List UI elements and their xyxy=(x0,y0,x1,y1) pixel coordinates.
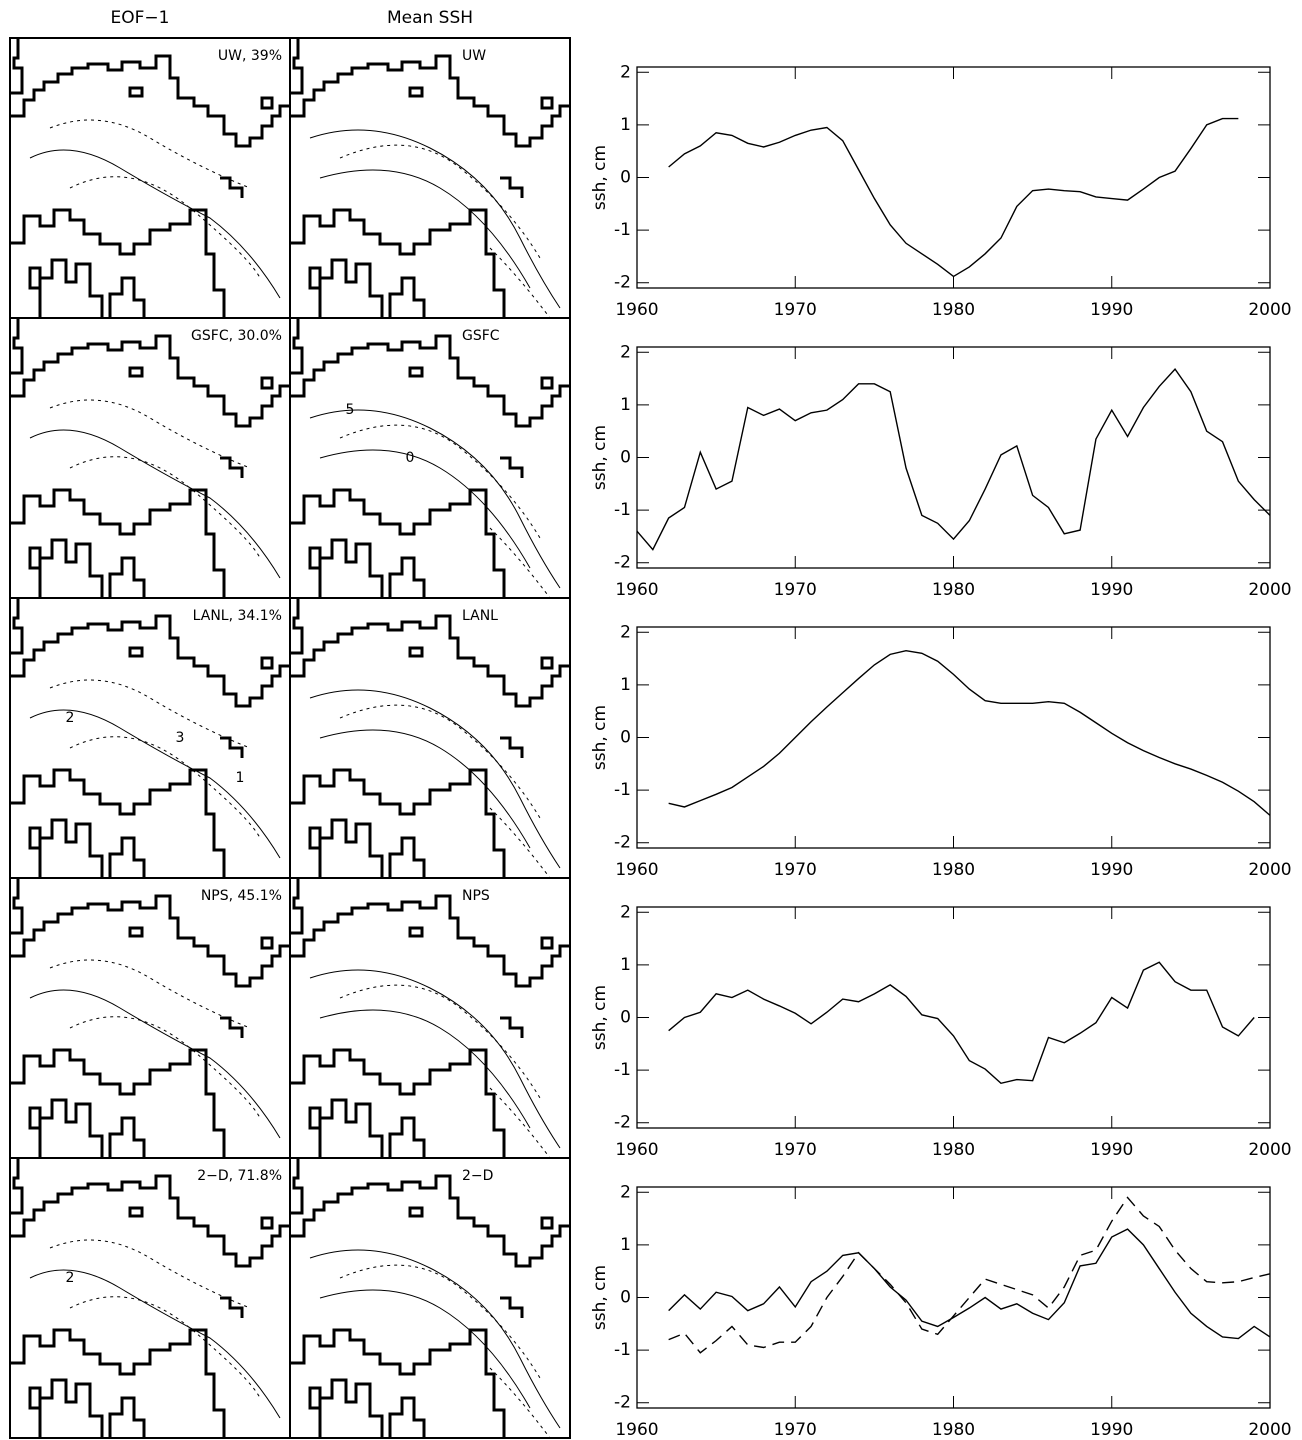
x-tick-label: 2000 xyxy=(1248,1420,1291,1440)
x-tick-label: 1980 xyxy=(932,300,975,320)
column-title: Mean SSH xyxy=(387,8,473,28)
x-tick-label: 1960 xyxy=(615,580,658,600)
x-tick-label: 2000 xyxy=(1248,1140,1291,1160)
y-axis-label: ssh, cm xyxy=(590,705,610,770)
map-frame xyxy=(9,597,291,879)
y-tick-label: -2 xyxy=(614,1113,631,1133)
map-label: 2−D, 71.8% xyxy=(197,1168,282,1184)
x-tick-label: 1960 xyxy=(615,1140,658,1160)
y-tick-label: -1 xyxy=(614,500,631,520)
y-tick-label: 1 xyxy=(620,955,631,975)
y-tick-label: 0 xyxy=(620,1008,631,1028)
x-tick-label: 1990 xyxy=(1090,860,1133,880)
line xyxy=(668,1228,1271,1340)
y-tick-label: 2 xyxy=(620,1182,631,1202)
line xyxy=(668,961,1255,1085)
map-frame xyxy=(289,37,571,319)
y-tick-label: 1 xyxy=(620,395,631,415)
contour-label: 2 xyxy=(66,1270,75,1286)
contour-label: 3 xyxy=(176,730,185,746)
y-tick-label: 1 xyxy=(620,675,631,695)
contour-label: 0 xyxy=(406,450,415,466)
map-frame xyxy=(289,597,571,879)
contour-label: 1 xyxy=(236,770,245,786)
map-frame xyxy=(289,317,571,599)
x-tick-label: 1980 xyxy=(932,860,975,880)
y-tick-label: 0 xyxy=(620,448,631,468)
x-tick-label: 1980 xyxy=(932,580,975,600)
map-label: NPS, 45.1% xyxy=(201,888,282,904)
map-label: 2−D xyxy=(462,1168,493,1184)
y-tick-label: -1 xyxy=(614,1340,631,1360)
x-tick-label: 2000 xyxy=(1248,860,1291,880)
y-tick-label: 2 xyxy=(620,622,631,642)
map-label: NPS xyxy=(462,888,490,904)
map-frame xyxy=(9,37,291,319)
x-tick-label: 1990 xyxy=(1090,1140,1133,1160)
y-tick-label: -1 xyxy=(614,1060,631,1080)
y-tick-label: -2 xyxy=(614,833,631,853)
contour-label: 5 xyxy=(346,402,355,418)
y-tick-label: 1 xyxy=(620,1235,631,1255)
x-tick-label: 1990 xyxy=(1090,580,1133,600)
y-tick-label: -1 xyxy=(614,220,631,240)
line xyxy=(668,649,1271,816)
y-tick-label: -1 xyxy=(614,780,631,800)
contour-label: 2 xyxy=(66,710,75,726)
map-label: UW, 39% xyxy=(218,48,282,64)
map-frame xyxy=(289,877,571,1159)
map-label: UW xyxy=(462,48,486,64)
x-tick-label: 1960 xyxy=(615,860,658,880)
y-tick-label: -2 xyxy=(614,1393,631,1413)
x-tick-label: 1970 xyxy=(774,1420,817,1440)
line xyxy=(668,117,1239,278)
y-tick-label: 1 xyxy=(620,115,631,135)
y-tick-label: 0 xyxy=(620,168,631,188)
line xyxy=(668,1196,1271,1354)
x-tick-label: 1970 xyxy=(774,860,817,880)
y-tick-label: -2 xyxy=(614,553,631,573)
plot-frame xyxy=(636,346,1271,569)
y-axis-label: ssh, cm xyxy=(590,145,610,210)
y-tick-label: 2 xyxy=(620,62,631,82)
x-tick-label: 1970 xyxy=(774,1140,817,1160)
x-tick-label: 1990 xyxy=(1090,1420,1133,1440)
y-tick-label: -2 xyxy=(614,273,631,293)
x-tick-label: 2000 xyxy=(1248,300,1291,320)
y-axis-label: ssh, cm xyxy=(590,1265,610,1330)
y-tick-label: 2 xyxy=(620,342,631,362)
map-label: GSFC, 30.0% xyxy=(191,328,282,344)
x-tick-label: 1960 xyxy=(615,1420,658,1440)
map-label: GSFC xyxy=(462,328,500,344)
map-frame xyxy=(9,1157,291,1439)
plot-frame xyxy=(636,906,1271,1129)
plot-frame xyxy=(636,1186,1271,1409)
y-axis-label: ssh, cm xyxy=(590,425,610,490)
x-tick-label: 1970 xyxy=(774,580,817,600)
y-axis-label: ssh, cm xyxy=(590,985,610,1050)
x-tick-label: 1980 xyxy=(932,1140,975,1160)
map-panels: UW, 39% UW GSFC, 30.0% GSFC 5 0 LANL, 34.1% 2 3 1… xyxy=(10,38,570,1438)
map-label: LANL, 34.1% xyxy=(193,608,282,624)
y-tick-label: 0 xyxy=(620,728,631,748)
x-tick-label: 1990 xyxy=(1090,300,1133,320)
map-frame xyxy=(289,1157,571,1439)
y-tick-label: 2 xyxy=(620,902,631,922)
x-tick-label: 2000 xyxy=(1248,580,1291,600)
column-title: EOF−1 xyxy=(111,8,170,28)
x-tick-label: 1970 xyxy=(774,300,817,320)
map-label: LANL xyxy=(462,608,498,624)
plot-frame xyxy=(636,626,1271,849)
y-tick-label: 0 xyxy=(620,1288,631,1308)
map-frame xyxy=(9,317,291,599)
x-tick-label: 1960 xyxy=(615,300,658,320)
plot-frame xyxy=(636,66,1271,289)
line xyxy=(636,367,1271,551)
x-tick-label: 1980 xyxy=(932,1420,975,1440)
